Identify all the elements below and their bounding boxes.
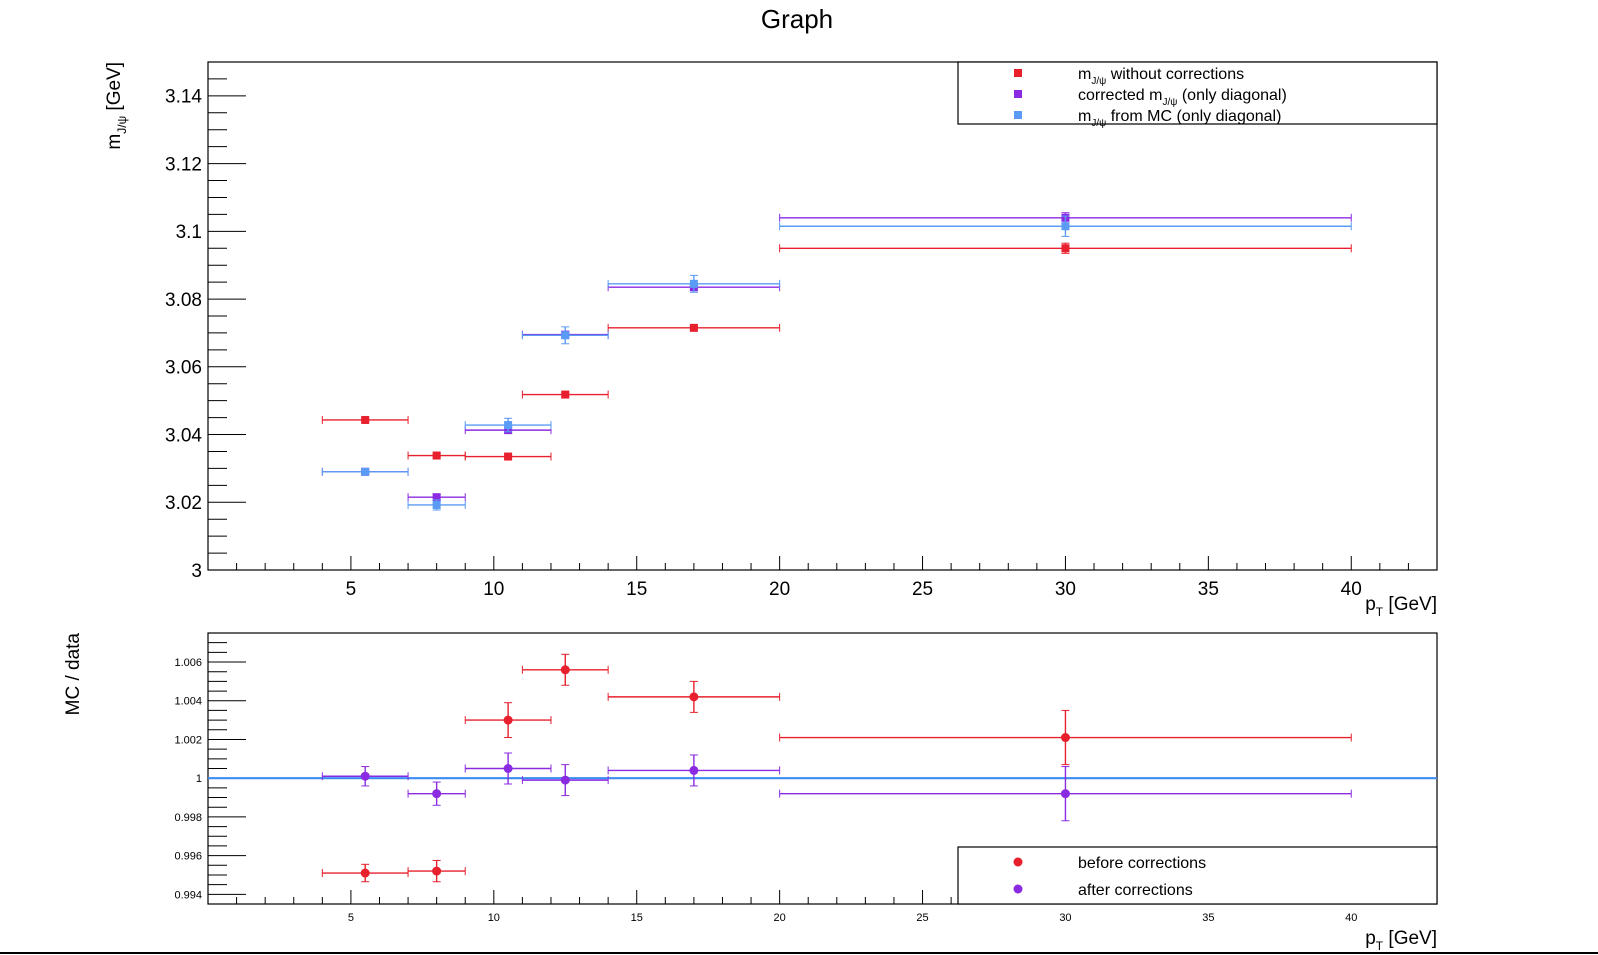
legend-label: mJ/ψ from MC (only diagonal) [1078, 108, 1281, 129]
data-point [432, 866, 442, 876]
y-tick-label: 1.006 [174, 657, 202, 669]
data-point [432, 500, 441, 509]
x-tick-label: 15 [631, 912, 643, 924]
y-tick-label: 1 [196, 773, 202, 785]
y-tick-label: 1.004 [174, 696, 202, 708]
legend-label: after corrections [1078, 882, 1193, 899]
legend-marker [1013, 857, 1023, 867]
top-panel: 5 10 15 20 25 30 35 40 3 3.02 3.04 3.06 3.08 3.1 3.12 3… [104, 61, 1438, 619]
y-tick-label: 3.08 [165, 290, 202, 311]
series-0 [321, 653, 1352, 883]
data-point [503, 715, 513, 725]
data-point [360, 868, 370, 878]
y-tick-label: 3.12 [165, 154, 202, 175]
x-tick-label: 10 [483, 579, 504, 600]
data-point [432, 451, 441, 460]
legend-label: before corrections [1078, 855, 1206, 872]
y-tick-label: 3.1 [176, 222, 202, 243]
x-axis-label: pT [GeV] [1365, 928, 1437, 953]
x-tick-label: 30 [1055, 579, 1076, 600]
series-0 [321, 242, 1352, 461]
x-tick-label: 35 [1202, 912, 1214, 924]
data-point [504, 421, 513, 430]
x-tick-label: 10 [488, 912, 500, 924]
x-tick-label: 20 [769, 579, 790, 600]
y-axis-label: mJ/ψ [GeV] [104, 62, 129, 150]
legend-label: corrected mJ/ψ (only diagonal) [1078, 87, 1287, 108]
data-point [503, 764, 513, 773]
data-point [1060, 789, 1070, 799]
y-tick-label: 0.994 [174, 889, 202, 901]
legend-marker [1014, 69, 1022, 77]
legend-marker [1014, 111, 1022, 119]
data-point [560, 665, 570, 675]
data-point [689, 279, 698, 288]
x-tick-label: 5 [346, 579, 357, 600]
legend-marker [1014, 90, 1022, 98]
x-tick-label: 40 [1341, 579, 1362, 600]
x-tick-label: 25 [912, 579, 933, 600]
y-tick-label: 1.002 [174, 734, 202, 746]
data-point [1061, 222, 1070, 231]
y-tick-label: 0.998 [174, 812, 202, 824]
data-point [361, 415, 370, 424]
x-tick-label: 15 [626, 579, 647, 600]
data-point [689, 765, 699, 775]
y-tick-label: 3.14 [165, 87, 202, 108]
legend-box [957, 61, 1438, 125]
x-tick-label: 25 [916, 912, 928, 924]
legend-box [957, 846, 1438, 905]
x-tick-label: 40 [1345, 912, 1357, 924]
data-point [1060, 733, 1070, 743]
data-point [561, 331, 570, 340]
data-point [561, 390, 570, 399]
y-tick-label: 0.996 [174, 851, 202, 863]
legend-label: mJ/ψ without corrections [1078, 66, 1244, 87]
y-tick-label: 3.04 [165, 425, 202, 446]
y-axis-label: MC / data [63, 633, 84, 716]
y-tick-label: 3 [191, 561, 202, 582]
ratio-panel: 5 10 15 20 25 30 35 40 0.994 0.996 0.998 1 1.002 1.00… [63, 632, 1438, 953]
x-tick-label: 20 [774, 912, 786, 924]
x-axis-label: pT [GeV] [1365, 594, 1437, 619]
data-point [689, 692, 699, 702]
data-point [560, 775, 570, 785]
series-1 [321, 752, 1352, 822]
data-point [504, 452, 513, 461]
chart-title: Graph [761, 4, 833, 34]
y-tick-label: 3.02 [165, 493, 202, 514]
data-point [360, 771, 370, 781]
data-point [432, 493, 441, 502]
data-point [432, 789, 442, 799]
x-tick-label: 30 [1059, 912, 1071, 924]
x-tick-label: 35 [1198, 579, 1219, 600]
data-point [361, 467, 370, 476]
data-point [1061, 244, 1070, 253]
series-2 [321, 215, 1352, 511]
legend-marker [1013, 884, 1023, 894]
data-point [689, 323, 698, 332]
x-tick-label: 5 [348, 912, 354, 924]
y-tick-label: 3.06 [165, 358, 202, 379]
